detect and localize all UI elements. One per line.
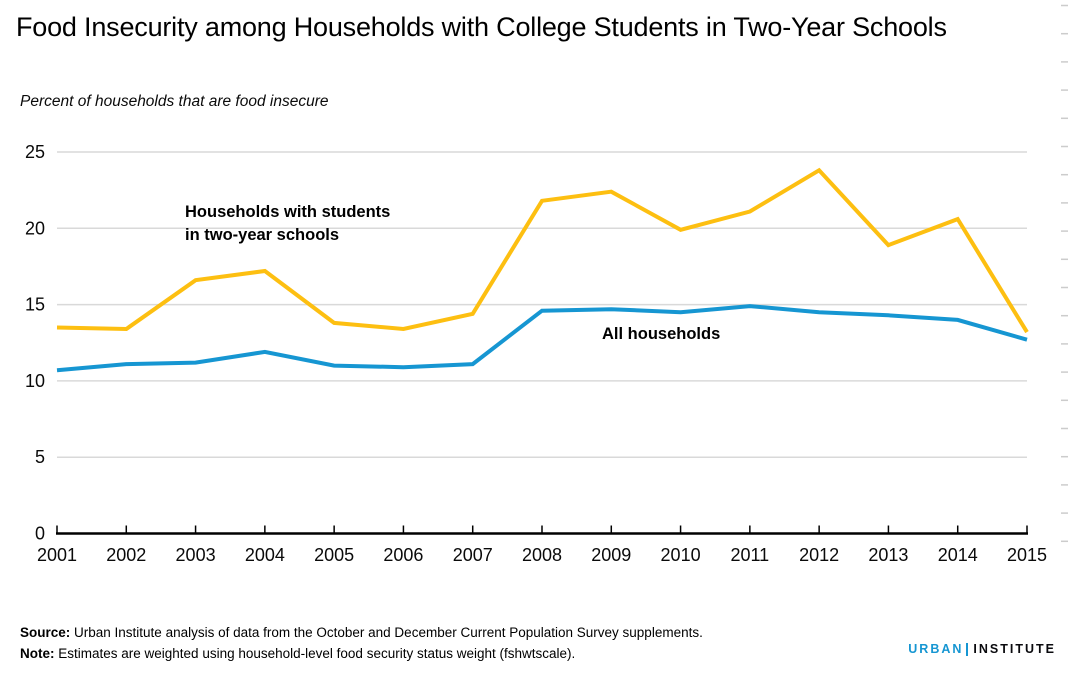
note-text: Estimates are weighted using household-l… [54, 646, 576, 661]
logo-urban-text: URBAN [908, 642, 964, 656]
x-tick-label-2008: 2008 [522, 545, 562, 565]
x-tick-label-2005: 2005 [314, 545, 354, 565]
x-tick-label-2001: 2001 [37, 545, 77, 565]
series-line-two-year-schools [56, 167, 1029, 334]
x-tick-label-2013: 2013 [868, 545, 908, 565]
x-tick-label-2004: 2004 [245, 545, 285, 565]
x-tick-label-2015: 2015 [1007, 545, 1047, 565]
y-tick-label-5: 5 [35, 447, 45, 467]
x-tick-label-2006: 2006 [383, 545, 423, 565]
x-tick-label-2009: 2009 [591, 545, 631, 565]
urban-institute-logo: URBAN INSTITUTE [908, 642, 1056, 656]
note-line: Note: Estimates are weighted using house… [20, 643, 703, 664]
source-text: Urban Institute analysis of data from th… [70, 625, 703, 640]
logo-institute-text: INSTITUTE [973, 642, 1056, 656]
y-tick-label-0: 0 [35, 524, 45, 544]
source-label: Source: [20, 625, 71, 640]
x-tick-label-2007: 2007 [453, 545, 493, 565]
page-title: Food Insecurity among Households with Co… [16, 12, 947, 42]
y-tick-label-20: 20 [25, 218, 45, 238]
y-tick-label-10: 10 [25, 371, 45, 391]
x-tick-label-2014: 2014 [938, 545, 978, 565]
y-tick-label-15: 15 [25, 295, 45, 315]
note-label: Note: [20, 646, 55, 661]
footer-notes: Source: Urban Institute analysis of data… [20, 622, 703, 664]
x-tick-label-2011: 2011 [730, 545, 769, 565]
x-tick-label-2002: 2002 [106, 545, 146, 565]
source-line: Source: Urban Institute analysis of data… [20, 622, 703, 643]
logo-divider [966, 642, 969, 656]
series-label-two-year-schools: Households with students in two-year sch… [185, 203, 391, 244]
x-tick-label-2012: 2012 [799, 545, 839, 565]
x-tick-label-2003: 2003 [176, 545, 216, 565]
y-tick-label-25: 25 [25, 142, 45, 162]
series-label-all-households: All households [602, 325, 721, 343]
x-tick-label-2010: 2010 [661, 545, 701, 565]
y-axis-unit-label: Percent of households that are food inse… [20, 93, 329, 110]
series-line-all-households [56, 304, 1028, 373]
